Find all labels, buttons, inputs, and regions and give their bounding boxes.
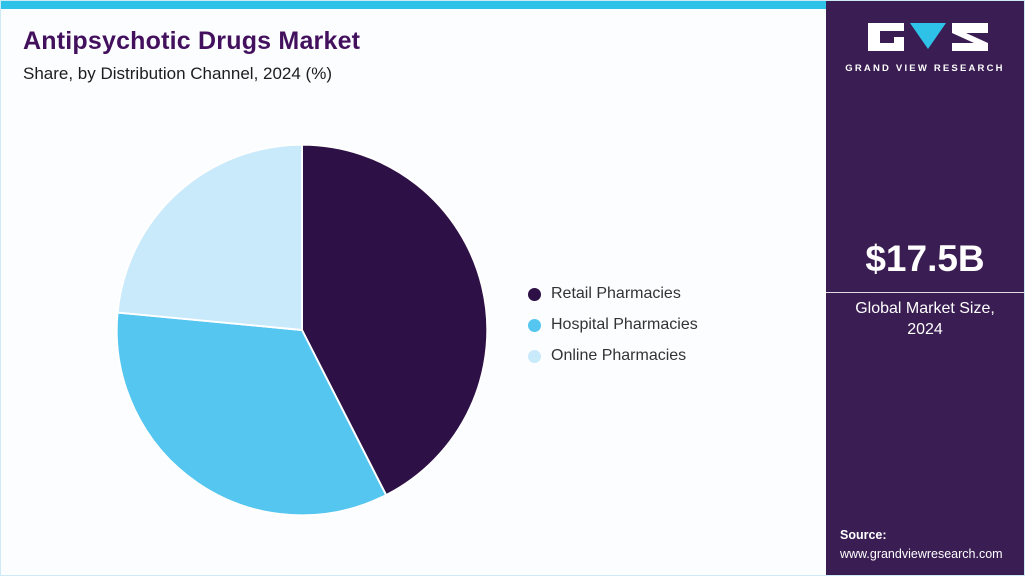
legend-dot (528, 287, 541, 301)
legend-dot (528, 318, 541, 332)
market-size-block: $17.5B Global Market Size, 2024 (826, 238, 1024, 341)
source-block: Source: www.grandviewresearch.com (840, 528, 1014, 563)
source-url-link[interactable]: www.grandviewresearch.com (840, 547, 1003, 561)
top-accent-bar (1, 1, 1024, 9)
legend-item: Retail Pharmacies (528, 285, 698, 303)
legend-label: Retail Pharmacies (551, 285, 681, 302)
pie-chart-container (111, 139, 493, 521)
market-size-label: Global Market Size, 2024 (826, 292, 1024, 341)
page-title: Antipsychotic Drugs Market (23, 27, 361, 55)
legend-label: Online Pharmacies (551, 347, 687, 364)
sidebar: GRAND VIEW RESEARCH $17.5B Global Market… (826, 1, 1024, 575)
legend-item: Hospital Pharmacies (528, 316, 698, 334)
pie-slice-0 (301, 143, 489, 497)
pie-slice-2 (116, 143, 303, 332)
market-size-value: $17.5B (865, 238, 985, 279)
pie-slice-1 (115, 311, 388, 517)
source-label: Source: (840, 528, 887, 542)
pie-chart (115, 143, 489, 517)
brand-logo-text: GRAND VIEW RESEARCH (845, 63, 1005, 74)
legend-dot (528, 349, 541, 363)
legend-item: Online Pharmacies (528, 347, 698, 365)
brand-logo-icon (868, 23, 988, 51)
brand-logo: GRAND VIEW RESEARCH (826, 1, 1024, 74)
chart-legend: Retail Pharmacies Hospital Pharmacies On… (528, 285, 698, 365)
header: Antipsychotic Drugs Market Share, by Dis… (23, 27, 360, 84)
legend-label: Hospital Pharmacies (551, 316, 698, 333)
page-subtitle: Share, by Distribution Channel, 2024 (%) (23, 64, 332, 83)
